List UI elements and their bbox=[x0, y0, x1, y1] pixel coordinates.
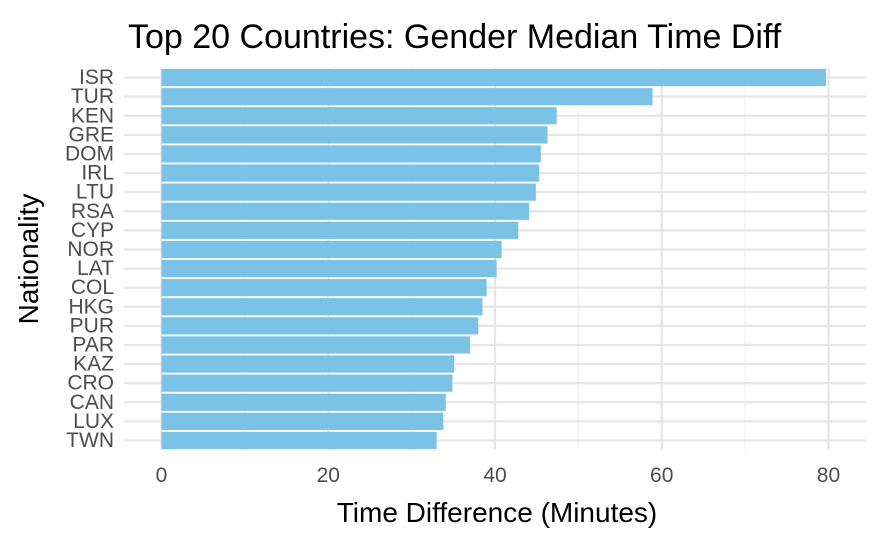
bar-col bbox=[161, 279, 487, 297]
y-tick-label: KEN bbox=[71, 104, 114, 127]
y-tick-label: PUR bbox=[70, 314, 114, 337]
y-tick-label: RSA bbox=[71, 200, 114, 223]
y-axis-tick-labels: ISRTURKENGREDOMIRLLTURSACYPNORLATCOLHKGP… bbox=[65, 66, 114, 452]
bar-rsa bbox=[161, 202, 530, 220]
bar-ken bbox=[161, 107, 557, 125]
bars bbox=[161, 68, 826, 450]
bar-irl bbox=[161, 164, 540, 182]
bar-cro bbox=[161, 374, 453, 392]
y-tick-label: CAN bbox=[70, 391, 114, 414]
bar-lat bbox=[161, 259, 497, 278]
bar-can bbox=[161, 393, 446, 411]
bar-isr bbox=[161, 68, 826, 87]
y-tick-label: ISR bbox=[79, 66, 114, 89]
bar-twn bbox=[161, 431, 437, 450]
bar-lux bbox=[161, 412, 444, 430]
bar-pur bbox=[161, 317, 479, 335]
x-tick-label: 60 bbox=[650, 464, 673, 487]
bar-kaz bbox=[161, 355, 455, 373]
y-tick-label: GRE bbox=[68, 123, 114, 146]
y-tick-label: LUX bbox=[73, 410, 114, 433]
x-tick-label: 40 bbox=[483, 464, 506, 487]
y-axis-title: Nationality bbox=[13, 194, 44, 325]
x-tick-label: 20 bbox=[317, 464, 340, 487]
chart-title: Top 20 Countries: Gender Median Time Dif… bbox=[128, 18, 782, 56]
y-tick-label: CRO bbox=[67, 372, 114, 395]
y-tick-label: TWN bbox=[66, 429, 114, 452]
x-axis-tick-labels: 0 20 40 60 80 bbox=[156, 464, 840, 487]
y-tick-label: LTU bbox=[76, 181, 114, 204]
y-tick-label: PAR bbox=[72, 333, 114, 356]
x-tick-label: 80 bbox=[817, 464, 840, 487]
y-tick-label: TUR bbox=[71, 85, 114, 108]
bar-par bbox=[161, 336, 470, 354]
bar-hkg bbox=[161, 298, 483, 316]
y-tick-label: NOR bbox=[67, 238, 114, 261]
x-axis-title: Time Difference (Minutes) bbox=[337, 497, 658, 528]
bar-dom bbox=[161, 145, 541, 163]
bar-gre bbox=[161, 126, 548, 144]
bar-cyp bbox=[161, 221, 519, 239]
grid bbox=[124, 68, 866, 450]
y-tick-label: COL bbox=[71, 276, 114, 299]
x-tick-label: 0 bbox=[156, 464, 168, 487]
y-tick-label: HKG bbox=[68, 295, 114, 318]
bar-ltu bbox=[161, 183, 536, 201]
y-tick-label: IRL bbox=[81, 162, 114, 185]
bar-nor bbox=[161, 240, 502, 259]
bar-tur bbox=[161, 88, 653, 106]
y-tick-label: LAT bbox=[77, 257, 114, 280]
y-tick-label: DOM bbox=[65, 142, 114, 165]
y-tick-label: KAZ bbox=[73, 353, 114, 376]
y-tick-label: CYP bbox=[71, 219, 114, 242]
